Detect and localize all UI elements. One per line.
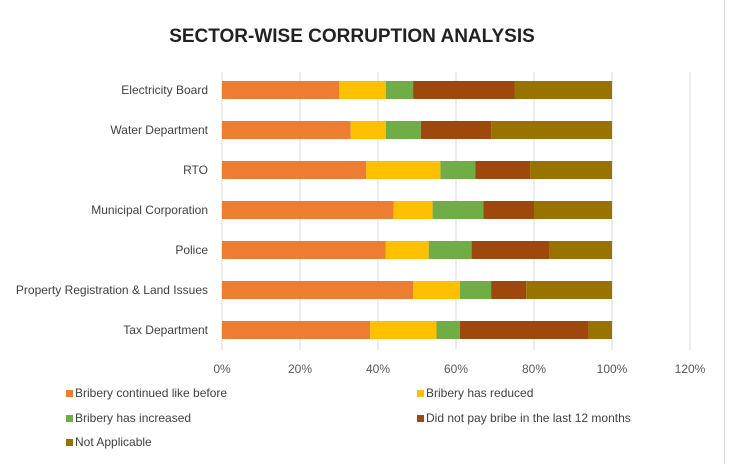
legend-label: Bribery has reduced bbox=[426, 386, 533, 400]
bar-segment bbox=[222, 201, 394, 219]
bar-segment bbox=[366, 161, 441, 179]
category-labels: Electricity Board Water Department RTO Muni… bbox=[16, 83, 209, 337]
bar-segment bbox=[483, 201, 534, 219]
bar-segment bbox=[514, 81, 612, 99]
bars-layer bbox=[222, 81, 612, 339]
bar-segment bbox=[222, 81, 339, 99]
bar-segment bbox=[530, 161, 612, 179]
bar-segment bbox=[534, 201, 612, 219]
page-edge-divider bbox=[724, 0, 725, 464]
legend-swatch bbox=[417, 390, 424, 397]
bar-segment bbox=[471, 241, 550, 259]
bar-segment bbox=[385, 241, 429, 259]
chart-title: SECTOR-WISE CORRUPTION ANALYSIS bbox=[169, 26, 535, 47]
bar-segment bbox=[432, 201, 484, 219]
category-label: RTO bbox=[183, 163, 208, 177]
bar-segment bbox=[459, 321, 589, 339]
bar-segment bbox=[413, 281, 460, 299]
bar-segment bbox=[436, 321, 460, 339]
category-label: Municipal Corporation bbox=[91, 203, 208, 217]
x-tick-label: 60% bbox=[444, 362, 468, 376]
legend: Bribery continued like before Bribery has… bbox=[66, 386, 631, 449]
bar-segment bbox=[385, 121, 421, 139]
legend-label: Not Applicable bbox=[75, 435, 152, 449]
x-tick-label: 80% bbox=[522, 362, 546, 376]
bar-segment bbox=[222, 281, 414, 299]
x-tick-label: 100% bbox=[597, 362, 628, 376]
bar-segment bbox=[420, 121, 492, 139]
category-label: Police bbox=[175, 243, 208, 257]
bar-segment bbox=[393, 201, 433, 219]
bar-segment bbox=[549, 241, 612, 259]
legend-label: Bribery has increased bbox=[75, 411, 191, 425]
category-label: Electricity Board bbox=[121, 83, 208, 97]
bar-segment bbox=[491, 281, 527, 299]
bar-segment bbox=[428, 241, 472, 259]
tick-labels: 0% 20% 40% 60% 80% 100% 120% bbox=[213, 362, 705, 376]
legend-label: Did not pay bribe in the last 12 months bbox=[426, 411, 631, 425]
bar-segment bbox=[370, 321, 437, 339]
bar-segment bbox=[459, 281, 492, 299]
legend-label: Bribery continued like before bbox=[75, 386, 227, 400]
bar-segment bbox=[440, 161, 476, 179]
bar-segment bbox=[588, 321, 612, 339]
bar-segment bbox=[413, 81, 515, 99]
legend-swatch bbox=[66, 390, 73, 397]
category-label: Water Department bbox=[110, 123, 208, 137]
bar-segment bbox=[339, 81, 386, 99]
bar-segment bbox=[350, 121, 386, 139]
x-tick-label: 0% bbox=[213, 362, 231, 376]
bar-segment bbox=[222, 161, 367, 179]
bar-segment bbox=[526, 281, 612, 299]
legend-swatch bbox=[66, 439, 73, 446]
bar-segment bbox=[385, 81, 414, 99]
x-tick-label: 20% bbox=[288, 362, 312, 376]
bar-segment bbox=[491, 121, 612, 139]
x-tick-label: 40% bbox=[366, 362, 390, 376]
category-label: Property Registration & Land Issues bbox=[16, 283, 208, 297]
x-tick-label: 120% bbox=[675, 362, 706, 376]
bar-segment bbox=[222, 121, 351, 139]
bar-segment bbox=[222, 321, 371, 339]
legend-swatch bbox=[417, 415, 424, 422]
legend-swatch bbox=[66, 415, 73, 422]
category-label: Tax Department bbox=[123, 323, 208, 337]
bar-segment bbox=[222, 241, 386, 259]
bar-segment bbox=[475, 161, 531, 179]
